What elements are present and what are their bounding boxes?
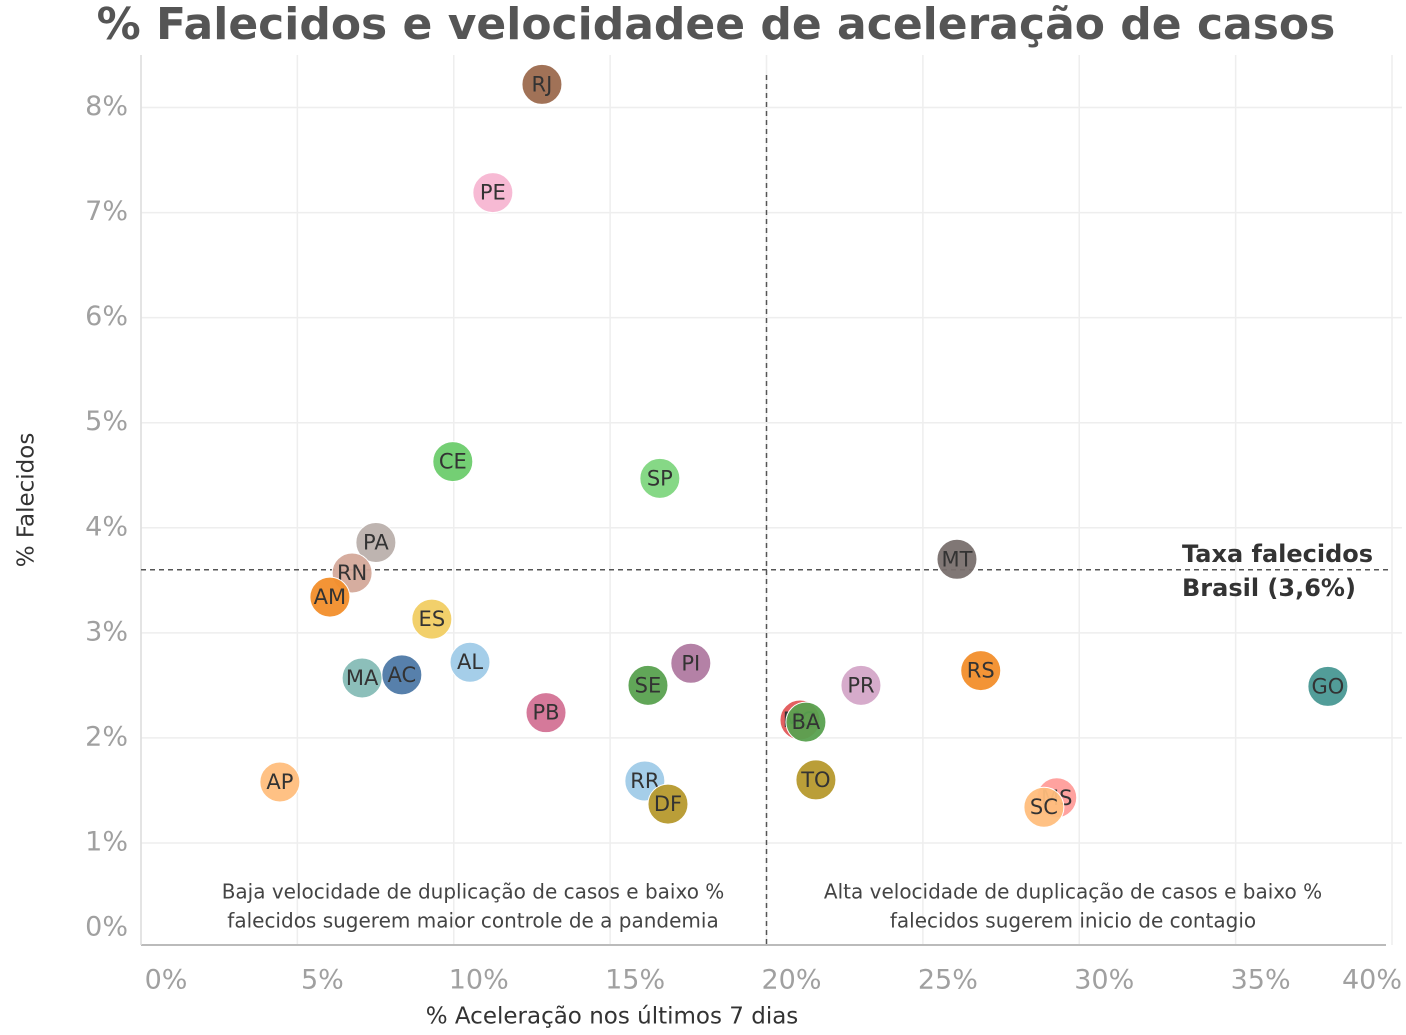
x-tick-label: 35% xyxy=(1231,965,1291,996)
point xyxy=(432,441,474,483)
point-label: PB xyxy=(532,701,559,725)
point-label: TO xyxy=(800,768,830,792)
y-tick-label: 4% xyxy=(85,511,128,542)
y-tick-label: 0% xyxy=(85,912,128,943)
point-label: MA xyxy=(346,666,379,690)
point xyxy=(259,761,301,803)
point xyxy=(449,641,491,683)
point xyxy=(472,172,514,214)
chart-title: % Falecidos e velocidadee de aceleração … xyxy=(97,0,1336,50)
x-tick-label: 40% xyxy=(1342,965,1402,996)
point xyxy=(309,576,351,618)
quadrant-note: Baja velocidade de duplicação de casos e… xyxy=(222,880,725,904)
x-tick-label: 25% xyxy=(918,965,978,996)
point xyxy=(627,664,669,706)
point-label: ES xyxy=(419,607,446,631)
point-label: SP xyxy=(647,466,673,490)
y-tick-label: 3% xyxy=(85,616,128,647)
point xyxy=(355,521,397,563)
point xyxy=(521,63,563,105)
x-tick-label: 5% xyxy=(301,965,344,996)
point-label: MT xyxy=(941,547,972,571)
x-tick-label: 10% xyxy=(449,965,509,996)
point-label: AM xyxy=(314,585,346,609)
point-label: AC xyxy=(387,663,416,687)
point xyxy=(936,538,978,580)
point-label: SE xyxy=(635,673,662,697)
y-tick-label: 5% xyxy=(85,406,128,437)
x-tick-label: 15% xyxy=(605,965,665,996)
y-tick-label: 7% xyxy=(85,196,128,227)
point xyxy=(785,701,827,743)
point xyxy=(647,783,689,825)
point xyxy=(1307,665,1349,707)
point xyxy=(840,664,882,706)
point-label: PR xyxy=(847,673,874,697)
point-label: PE xyxy=(480,181,506,205)
point xyxy=(639,457,681,499)
point-label: AP xyxy=(266,770,293,794)
point xyxy=(381,654,423,696)
quadrant-note: falecidos sugerem inicio de contagio xyxy=(890,909,1256,933)
y-tick-label: 8% xyxy=(85,91,128,122)
x-axis-label: % Aceleração nos últimos 7 dias xyxy=(426,1004,799,1030)
point xyxy=(411,598,453,640)
point-label: PA xyxy=(363,530,389,554)
point xyxy=(795,759,837,801)
point xyxy=(525,692,567,734)
x-tick-label: 20% xyxy=(761,965,821,996)
quadrant-note: falecidos sugerem maior controle de a pa… xyxy=(227,909,718,933)
point-label: SC xyxy=(1030,795,1058,819)
y-tick-label: 6% xyxy=(85,301,128,332)
reference-label: Taxa falecidos xyxy=(1182,540,1373,568)
point-label: PI xyxy=(681,651,700,675)
point-label: RJ xyxy=(532,72,553,96)
x-tick-label: 0% xyxy=(145,965,188,996)
quadrant-note: Alta velocidade de duplicação de casos e… xyxy=(824,880,1322,904)
point xyxy=(960,650,1002,692)
point-label: CE xyxy=(439,450,467,474)
point xyxy=(1023,786,1065,828)
y-tick-label: 2% xyxy=(85,721,128,752)
point-label: BA xyxy=(792,710,821,734)
y-tick-label: 1% xyxy=(85,826,128,857)
point-label: DF xyxy=(654,792,682,816)
point xyxy=(670,642,712,684)
point-label: AL xyxy=(457,650,483,674)
x-tick-label: 30% xyxy=(1074,965,1134,996)
reference-label: Brasil (3,6%) xyxy=(1182,574,1356,602)
point-label: RS xyxy=(967,659,995,683)
point-label: GO xyxy=(1311,674,1344,698)
y-axis-label: % Falecidos xyxy=(14,433,40,568)
